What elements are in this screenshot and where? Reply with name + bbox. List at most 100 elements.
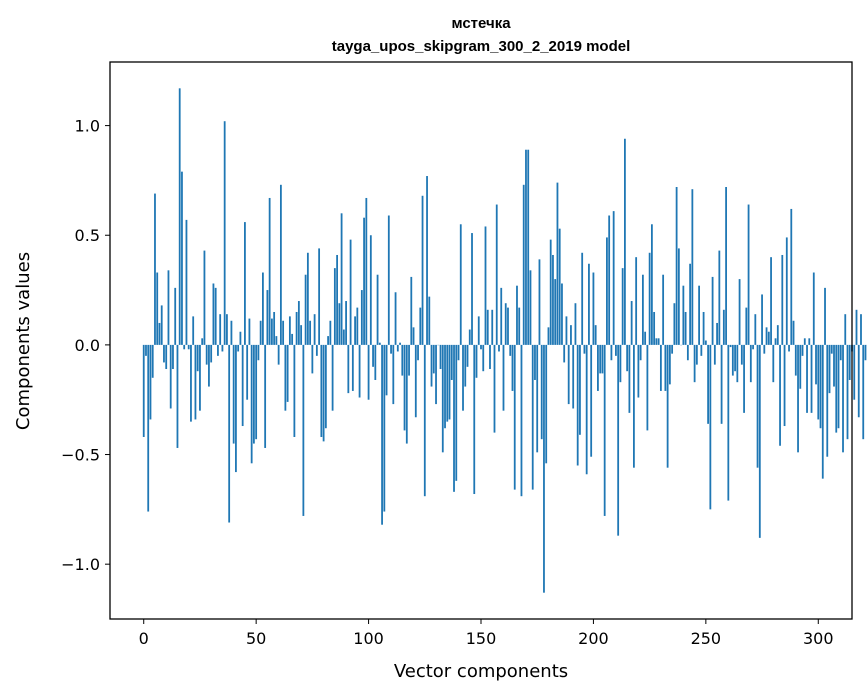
bar-103 [374, 344, 377, 380]
bar-73 [306, 252, 309, 345]
bar-69 [297, 301, 300, 345]
bar-74 [309, 320, 312, 345]
bar-245 [693, 344, 696, 383]
bar-40 [232, 344, 235, 444]
bar-274 [758, 344, 761, 538]
bar-194 [579, 344, 581, 435]
bar-227 [653, 311, 656, 345]
bar-232 [664, 344, 667, 391]
bar-55 [266, 290, 269, 345]
bar-137 [450, 344, 453, 380]
bar-77 [315, 344, 318, 356]
bar-100 [367, 344, 370, 400]
bar-60 [277, 344, 280, 365]
x-tick-label-1: 50 [246, 629, 266, 648]
bar-318 [857, 344, 860, 418]
bar-56 [268, 197, 271, 345]
bar-219 [635, 257, 638, 345]
bar-305 [828, 344, 831, 394]
bar-166 [516, 285, 518, 345]
bar-172 [529, 270, 532, 345]
bar-175 [536, 344, 539, 453]
bar-51 [257, 344, 260, 361]
bar-122 [417, 344, 419, 361]
bar-187 [563, 344, 566, 363]
bar-3 [149, 344, 152, 420]
bar-84 [331, 344, 334, 411]
bar-205 [603, 344, 606, 516]
bar-128 [430, 344, 433, 387]
bar-312 [844, 314, 847, 345]
bar-208 [610, 344, 613, 361]
x-tick-label-4: 200 [578, 629, 609, 648]
bar-195 [581, 252, 584, 345]
bar-42 [237, 344, 240, 352]
bar-22 [192, 316, 195, 345]
bar-112 [394, 292, 397, 345]
bar-186 [561, 283, 563, 345]
bar-106 [381, 344, 383, 525]
bar-147 [473, 344, 476, 495]
bar-253 [711, 276, 714, 345]
bar-321 [864, 344, 867, 361]
bar-243 [689, 263, 692, 345]
x-tick-label-0: 0 [139, 629, 149, 648]
bar-149 [477, 316, 480, 345]
bar-91 [347, 344, 350, 394]
bar-313 [846, 344, 849, 440]
bar-109 [387, 215, 390, 345]
bar-283 [779, 344, 781, 446]
y-tick-label-1: −0.5 [61, 446, 100, 465]
bar-257 [720, 344, 723, 424]
bar-242 [686, 344, 689, 361]
bar-11 [167, 270, 170, 345]
bar-142 [462, 344, 464, 411]
bar-66 [291, 333, 294, 345]
bar-184 [556, 182, 559, 345]
bar-153 [486, 309, 489, 345]
bar-271 [752, 344, 754, 350]
bar-4 [151, 344, 154, 378]
bar-196 [583, 344, 586, 354]
bar-223 [644, 331, 647, 345]
bar-141 [459, 224, 462, 345]
bar-272 [754, 314, 757, 345]
y-tick-label-2: 0.0 [75, 336, 100, 355]
bar-198 [588, 263, 590, 345]
bar-193 [576, 344, 579, 466]
bar-304 [826, 344, 829, 457]
bar-68 [295, 311, 298, 345]
bar-144 [466, 344, 469, 367]
bar-275 [761, 294, 763, 345]
bar-178 [543, 344, 545, 593]
bar-269 [747, 204, 750, 345]
bar-108 [385, 344, 388, 396]
bar-85 [333, 268, 336, 345]
bar-248 [700, 344, 703, 356]
bar-115 [401, 344, 404, 376]
bar-31 [212, 283, 215, 345]
bar-216 [628, 344, 631, 413]
bar-286 [785, 237, 788, 345]
bar-229 [657, 338, 660, 345]
bar-266 [740, 344, 743, 365]
bar-16 [178, 88, 181, 345]
bar-280 [772, 344, 775, 383]
bar-295 [806, 344, 808, 413]
bar-81 [324, 344, 327, 429]
bar-314 [848, 344, 851, 380]
bar-150 [480, 344, 482, 350]
bar-173 [531, 344, 534, 490]
bar-37 [226, 314, 228, 345]
bar-220 [637, 344, 640, 398]
bar-80 [322, 344, 325, 442]
bar-204 [601, 344, 604, 374]
bar-151 [482, 344, 485, 372]
bar-224 [646, 344, 649, 431]
bar-29 [208, 344, 210, 387]
bar-13 [172, 344, 174, 370]
bar-246 [695, 344, 698, 365]
bar-267 [743, 344, 745, 413]
bar-87 [338, 303, 341, 345]
bar-264 [736, 344, 739, 383]
